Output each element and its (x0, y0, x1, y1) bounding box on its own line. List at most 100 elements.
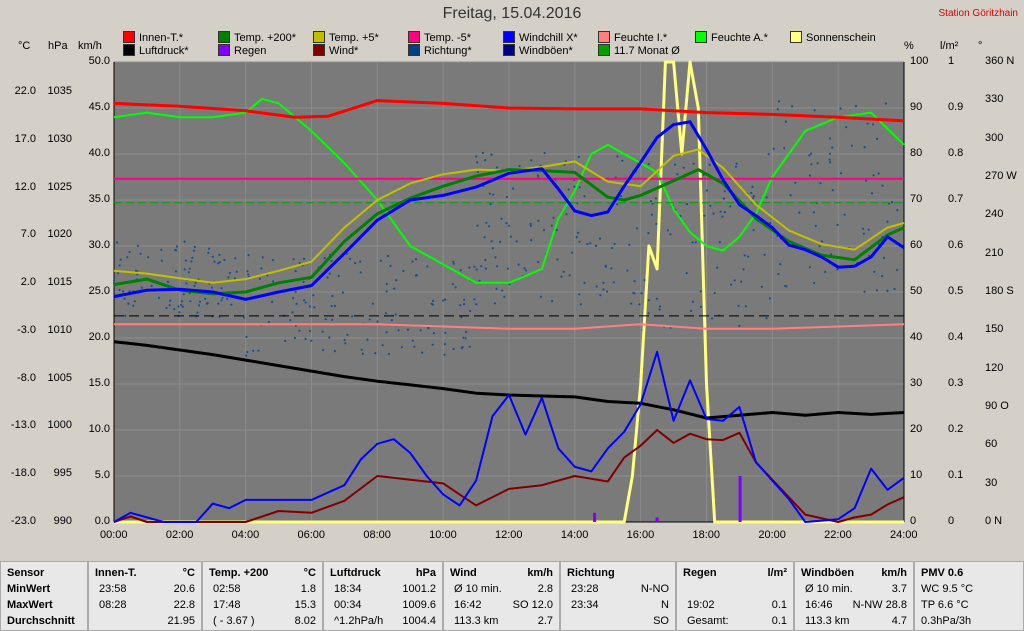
direction-point (870, 192, 874, 195)
direction-point (744, 305, 748, 308)
stats-cell: 23:28 (571, 583, 599, 595)
direction-point (177, 305, 180, 308)
direction-point (669, 233, 672, 236)
direction-point (292, 297, 295, 300)
direction-point (824, 270, 827, 273)
stats-cell: SO (653, 615, 669, 627)
direction-point (599, 294, 602, 297)
direction-tick: 30 (985, 476, 998, 489)
rain-bar (738, 476, 742, 522)
direction-point (808, 154, 811, 157)
direction-point (354, 262, 357, 265)
direction-point (190, 260, 193, 263)
direction-point (814, 224, 817, 228)
humidity-axis-unit: % (904, 40, 914, 52)
direction-point (183, 268, 186, 271)
direction-point (406, 328, 409, 331)
direction-point (452, 347, 455, 351)
direction-point (128, 250, 131, 254)
stats-cell: Luftdruck (330, 567, 381, 579)
stats-cell: 21.95 (167, 615, 195, 627)
direction-point (473, 298, 476, 301)
stats-panel: Richtung 23:28 N-NO 23:34 N SO (560, 561, 676, 631)
direction-point (492, 193, 495, 196)
direction-point (210, 286, 213, 289)
direction-point (294, 269, 297, 273)
direction-point (729, 205, 732, 208)
wind-tick: 45.0 (88, 101, 110, 113)
x-tick: 10:00 (429, 529, 457, 541)
direction-point (583, 195, 586, 198)
x-tick: 04:00 (231, 529, 260, 541)
direction-point (469, 309, 472, 313)
direction-point (481, 151, 484, 154)
humidity-tick: 50 (910, 285, 923, 297)
legend-label: 11.7 Monat Ø (614, 45, 680, 57)
direction-point (647, 299, 650, 302)
series-line-innen-t (113, 99, 905, 123)
direction-point (400, 346, 403, 349)
direction-tick: 330 (985, 93, 1004, 106)
wind-tick: 50.0 (88, 55, 110, 67)
series-line-feuchte-i (114, 323, 905, 330)
direction-point (896, 209, 899, 212)
series-line-feuchte-a (113, 97, 905, 284)
direction-point (127, 302, 130, 305)
legend-label: Windböen* (519, 45, 573, 57)
stats-cell: 1009.6 (402, 599, 436, 611)
direction-point (862, 227, 865, 230)
legend-label: Windchill X* (519, 32, 578, 44)
direction-point (515, 240, 518, 243)
temp-tick: 12.0 (14, 180, 36, 193)
direction-point (184, 259, 187, 262)
stats-cell: 23:34 (571, 599, 599, 611)
direction-point (742, 268, 745, 271)
direction-point (267, 320, 270, 324)
direction-point (246, 351, 249, 354)
pressure-tick: 1005 (47, 371, 72, 384)
direction-point (850, 144, 854, 147)
direction-point (577, 155, 580, 158)
direction-point (863, 146, 866, 149)
direction-point (752, 195, 756, 198)
stats-cell: N (661, 599, 669, 611)
x-tick: 00:00 (100, 529, 128, 541)
direction-point (690, 309, 693, 312)
direction-point (359, 271, 362, 274)
direction-point (628, 243, 631, 246)
legend-swatch (408, 31, 420, 43)
stats-cell: Ø 10 min. (805, 583, 853, 595)
legend-label: Temp. +200* (234, 32, 297, 44)
direction-point (819, 182, 822, 185)
temp-tick: 22.0 (14, 85, 36, 97)
direction-point (115, 241, 119, 244)
stats-cell: km/h (881, 567, 907, 579)
rain-tick: 0.6 (948, 239, 964, 251)
direction-point (691, 300, 695, 303)
humidity-tick: 20 (910, 423, 923, 435)
direction-point (896, 268, 899, 272)
direction-point (694, 241, 697, 244)
direction-point (234, 257, 237, 260)
direction-point (768, 297, 772, 300)
temp-tick: -3.0 (17, 323, 36, 336)
direction-point (468, 345, 471, 348)
direction-point (310, 339, 313, 342)
direction-point (485, 221, 488, 224)
stats-panel: Luftdruck hPa 18:34 1001.2 00:34 1009.6 ^1.2hP… (323, 561, 443, 631)
direction-point (394, 313, 397, 316)
legend-label: Temp. +5* (329, 32, 379, 44)
direction-point (139, 252, 142, 255)
stats-cell: 22.8 (173, 599, 195, 611)
direction-point (444, 298, 447, 301)
direction-point (613, 242, 616, 246)
stats-cell: 2.7 (537, 615, 553, 627)
direction-point (220, 287, 223, 290)
x-tick: 12:00 (495, 529, 523, 541)
direction-point (226, 297, 229, 300)
wind-tick: 20.0 (88, 331, 110, 343)
direction-point (194, 281, 197, 284)
direction-point (586, 243, 589, 246)
direction-point (495, 166, 498, 169)
direction-point (308, 305, 311, 308)
